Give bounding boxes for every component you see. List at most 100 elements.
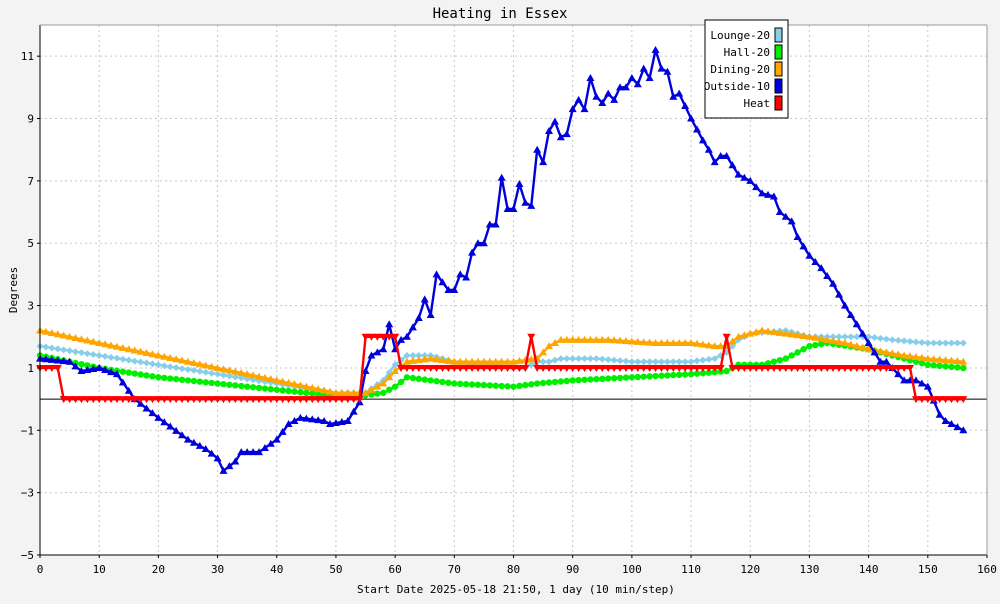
- dining-20-point: [432, 355, 441, 363]
- x-tick-label: 140: [859, 563, 879, 576]
- hall-20-point: [504, 383, 511, 390]
- hall-20-point: [451, 380, 458, 387]
- lounge-20-point: [539, 358, 547, 366]
- heat-point: [556, 364, 565, 372]
- y-tick-label: 9: [27, 113, 34, 126]
- lounge-20-point: [172, 364, 180, 372]
- dining-20-point: [574, 335, 583, 343]
- dining-20-point: [639, 338, 648, 346]
- outside-10-point: [402, 332, 411, 340]
- hall-20-point: [155, 374, 162, 381]
- lounge-20-point: [900, 337, 908, 345]
- dining-20-point: [775, 328, 784, 336]
- legend-label-outside-10: Outside-10: [704, 80, 770, 93]
- outside-10-point: [817, 264, 826, 272]
- y-tick-label: −3: [21, 487, 34, 500]
- dining-20-point: [669, 339, 678, 346]
- outside-10-point: [616, 83, 625, 91]
- hall-20-point: [764, 360, 772, 367]
- outside-10-point: [882, 357, 891, 365]
- outside-10-point: [195, 441, 204, 449]
- lounge-20-point: [125, 356, 133, 364]
- dining-20-point: [864, 345, 873, 353]
- heat-point: [521, 364, 530, 372]
- hall-20-point: [149, 373, 156, 380]
- dining-20-point: [929, 355, 938, 363]
- heat-point: [331, 396, 340, 404]
- outside-10-point: [83, 366, 92, 374]
- lounge-20-point: [42, 343, 50, 351]
- x-tick-label: 110: [681, 563, 701, 576]
- heat-point: [876, 364, 885, 372]
- heat-point: [479, 364, 488, 372]
- hall-20-point: [954, 364, 961, 371]
- dining-20-point: [266, 375, 275, 383]
- lounge-20-point: [906, 337, 914, 345]
- lounge-20-point: [942, 339, 950, 347]
- lounge-20-point: [403, 351, 411, 359]
- outside-10-point: [521, 198, 530, 206]
- hall-20-point: [723, 367, 730, 375]
- x-tick-label: 20: [152, 563, 165, 576]
- outside-10-point: [580, 105, 589, 113]
- lounge-20-point: [190, 366, 198, 374]
- lounge-20-point: [160, 362, 168, 370]
- lounge-20-point: [196, 367, 204, 375]
- heat-point: [349, 396, 358, 404]
- heat-point: [254, 396, 263, 404]
- hall-20-point: [220, 380, 227, 388]
- dining-20-point: [900, 351, 909, 359]
- outside-10-point: [349, 407, 358, 415]
- lounge-20-point: [646, 358, 654, 366]
- outside-10-point: [764, 190, 773, 198]
- lounge-20-point: [918, 338, 926, 346]
- dining-20-point: [118, 343, 127, 351]
- heat-point: [438, 364, 447, 372]
- dining-20-point: [243, 370, 252, 378]
- dining-20-point: [462, 357, 471, 365]
- dining-20-point: [107, 341, 116, 349]
- hall-20-point: [273, 386, 280, 393]
- hall-20-point: [380, 389, 387, 397]
- outside-10-point: [941, 416, 950, 424]
- heat-point: [302, 396, 311, 404]
- lounge-20-point: [66, 347, 74, 355]
- dining-20-point: [687, 339, 696, 346]
- dining-20-point: [59, 331, 68, 339]
- heat-point: [456, 364, 465, 372]
- hall-20-point: [930, 362, 937, 369]
- outside-10-point: [604, 89, 613, 97]
- dining-20-point: [172, 355, 181, 363]
- legend-label-heat: Heat: [744, 97, 771, 110]
- outside-10-point: [296, 413, 305, 421]
- outside-10-point: [219, 466, 228, 474]
- heat-point: [391, 333, 400, 341]
- heat-point: [290, 396, 299, 404]
- lounge-20-point: [693, 357, 701, 365]
- dining-20-point: [237, 368, 246, 376]
- legend-swatch-hall-20: [774, 44, 783, 60]
- lounge-20-point: [888, 336, 896, 344]
- heat-point: [953, 396, 962, 404]
- outside-10-point: [651, 45, 660, 53]
- heat-point: [343, 396, 352, 404]
- dining-20-point: [710, 342, 719, 350]
- outside-10-point: [864, 339, 873, 346]
- outside-10-point: [337, 417, 346, 425]
- legend-swatch-lounge-20: [774, 27, 783, 43]
- heat-point: [793, 364, 802, 372]
- heat-point: [130, 396, 139, 404]
- outside-10-point: [894, 370, 903, 378]
- dining-20-point: [361, 388, 370, 396]
- outside-10-point: [858, 329, 867, 337]
- lounge-20-point: [391, 361, 399, 369]
- hall-20-point: [593, 375, 600, 383]
- outside-10-point: [811, 257, 820, 265]
- lounge-20-point: [545, 358, 553, 366]
- outside-10-point: [172, 426, 181, 434]
- dining-20-point: [130, 346, 139, 354]
- outside-10-point: [681, 102, 690, 110]
- dining-20-point: [829, 336, 838, 344]
- heat-point: [95, 396, 104, 404]
- y-axis-label: Degrees: [7, 267, 20, 313]
